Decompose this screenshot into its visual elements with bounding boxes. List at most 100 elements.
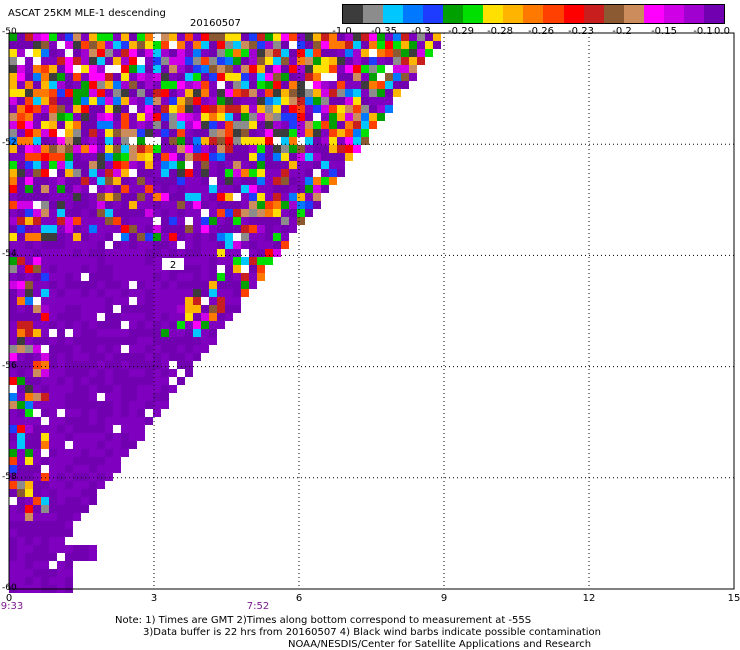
swath-cell — [281, 169, 289, 177]
swath-cell — [321, 121, 329, 129]
colorbar-segment — [363, 5, 384, 23]
swath-cell — [281, 185, 289, 193]
swath-cell — [337, 121, 345, 129]
swath-cell — [57, 337, 65, 345]
swath-cell — [273, 249, 281, 257]
swath-cell — [145, 57, 153, 65]
chart-date: 20160507 — [190, 18, 241, 29]
swath-cell — [161, 377, 169, 385]
swath-cell — [233, 177, 241, 185]
swath-cell — [89, 481, 97, 489]
swath-cell — [137, 377, 145, 385]
swath-cell — [145, 313, 153, 321]
swath-cell — [49, 161, 57, 169]
swath-cell — [33, 433, 41, 441]
swath-cell — [201, 33, 209, 41]
swath-cell — [49, 457, 57, 465]
swath-cell — [65, 177, 73, 185]
swath-cell — [289, 161, 297, 169]
swath-cell — [105, 393, 113, 401]
swath-cell — [129, 249, 137, 257]
swath-cell — [41, 369, 49, 377]
swath-cell — [185, 113, 193, 121]
swath-cell — [9, 545, 17, 553]
swath-cell — [225, 49, 233, 57]
swath-cell — [89, 225, 97, 233]
swath-cell — [153, 201, 161, 209]
swath-cell — [193, 137, 201, 145]
swath-cell — [33, 505, 41, 513]
swath-cell — [145, 305, 153, 313]
swath-cell — [201, 105, 209, 113]
swath-cell — [297, 177, 305, 185]
swath-cell — [105, 241, 113, 249]
swath-cell — [57, 217, 65, 225]
swath-cell — [169, 201, 177, 209]
swath-cell — [241, 161, 249, 169]
swath-cell — [217, 265, 225, 273]
swath-cell — [25, 369, 33, 377]
swath-cell — [25, 353, 33, 361]
swath-cell — [49, 89, 57, 97]
swath-cell — [193, 313, 201, 321]
swath-cell — [73, 465, 81, 473]
swath-cell — [185, 241, 193, 249]
swath-cell — [145, 265, 153, 273]
swath-cell — [257, 105, 265, 113]
swath-cell — [89, 241, 97, 249]
swath-cell — [193, 153, 201, 161]
swath-cell — [121, 313, 129, 321]
swath-cell — [225, 193, 233, 201]
swath-cell — [137, 393, 145, 401]
swath-cell — [73, 113, 81, 121]
swath-cell — [9, 257, 17, 265]
swath-cell — [25, 57, 33, 65]
swath-cell — [169, 129, 177, 137]
swath-cell — [105, 281, 113, 289]
swath-cell — [321, 73, 329, 81]
swath-cell — [201, 153, 209, 161]
swath-cell — [105, 121, 113, 129]
swath-cell — [329, 121, 337, 129]
swath-cell — [9, 73, 17, 81]
swath-cell — [153, 121, 161, 129]
swath-cell — [177, 281, 185, 289]
swath-cell — [9, 353, 17, 361]
swath-cell — [233, 49, 241, 57]
swath-cell — [33, 153, 41, 161]
swath-cell — [17, 97, 25, 105]
swath-cell — [297, 217, 305, 225]
swath-cell — [41, 145, 49, 153]
swath-cell — [25, 457, 33, 465]
swath-cell — [313, 57, 321, 65]
swath-cell — [41, 385, 49, 393]
swath-cell — [145, 353, 153, 361]
swath-cell — [81, 233, 89, 241]
swath-cell — [137, 305, 145, 313]
swath-cell — [33, 385, 41, 393]
swath-cell — [169, 273, 177, 281]
swath-cell — [313, 161, 321, 169]
swath-cell — [153, 297, 161, 305]
swath-cell — [49, 297, 57, 305]
swath-cell — [289, 65, 297, 73]
swath-cell — [137, 257, 145, 265]
swath-cell — [281, 177, 289, 185]
swath-cell — [161, 33, 169, 41]
swath-cell — [153, 361, 161, 369]
swath-cell — [313, 97, 321, 105]
swath-cell — [241, 113, 249, 121]
swath-cell — [209, 57, 217, 65]
swath-cell — [241, 225, 249, 233]
swath-cell — [65, 169, 73, 177]
swath-cell — [49, 505, 57, 513]
swath-cell — [329, 73, 337, 81]
swath-cell — [81, 161, 89, 169]
swath-cell — [97, 457, 105, 465]
swath-cell — [65, 385, 73, 393]
swath-cell — [161, 137, 169, 145]
swath-cell — [97, 449, 105, 457]
time-label: 7:52 — [246, 601, 270, 612]
swath-cell — [49, 569, 57, 577]
swath-cell — [233, 121, 241, 129]
